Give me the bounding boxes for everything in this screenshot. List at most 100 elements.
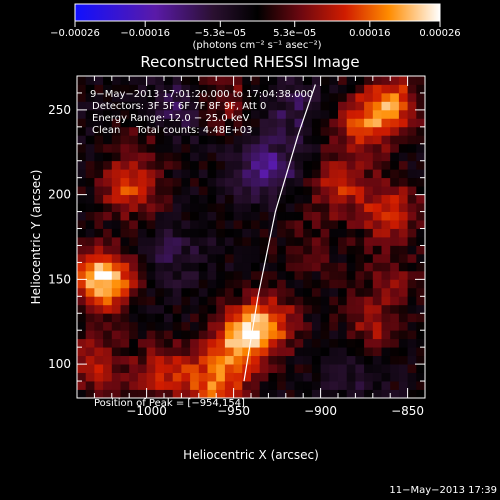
heatmap-cell	[416, 101, 425, 111]
heatmap-cell	[111, 262, 121, 272]
heatmap-cell	[198, 279, 208, 289]
heatmap-cell	[77, 287, 87, 297]
heatmap-cell	[381, 245, 391, 255]
heatmap-cell	[372, 76, 382, 85]
heatmap-cell	[129, 84, 139, 94]
heatmap-cell	[77, 270, 87, 280]
heatmap-cell	[129, 177, 139, 187]
heatmap-cell	[164, 372, 174, 382]
heatmap-cell	[381, 330, 391, 340]
heatmap-cell	[233, 228, 243, 238]
heatmap-cell	[285, 237, 295, 246]
heatmap-cell	[155, 372, 165, 382]
heatmap-cell	[381, 287, 391, 297]
heatmap-cell	[407, 186, 417, 196]
heatmap-cell	[164, 92, 174, 102]
heatmap-cell	[303, 143, 313, 153]
heatmap-cell	[111, 220, 121, 229]
heatmap-cell	[268, 338, 278, 348]
heatmap-cell	[372, 118, 382, 128]
heatmap-cell	[259, 109, 269, 119]
heatmap-cell	[129, 287, 139, 297]
heatmap-cell	[390, 186, 400, 196]
heatmap-cell	[355, 237, 365, 246]
heatmap-cell	[416, 177, 425, 187]
heatmap-cell	[233, 186, 243, 196]
heatmap-cell	[390, 279, 400, 289]
heatmap-cell	[146, 381, 156, 390]
heatmap-cell	[172, 381, 182, 390]
heatmap-cell	[224, 347, 234, 357]
heatmap-cell	[172, 279, 182, 289]
heatmap-cell	[172, 296, 182, 306]
heatmap-cell	[285, 228, 295, 238]
heatmap-cell	[259, 237, 269, 246]
heatmap-cell	[390, 304, 400, 314]
heatmap-cell	[259, 228, 269, 238]
heatmap-cell	[103, 211, 113, 221]
heatmap-cell	[172, 186, 182, 196]
heatmap-cell	[155, 76, 165, 85]
heatmap-cell	[407, 389, 417, 398]
heatmap-cell	[268, 262, 278, 272]
heatmap-cell	[172, 372, 182, 382]
heatmap-cell	[94, 381, 104, 390]
heatmap-cell	[381, 228, 391, 238]
heatmap-cell	[372, 101, 382, 111]
colorbar: −0.00026 −0.00016 −5.3e−05 5.3e−05 0.00016 0.…	[50, 3, 461, 51]
heatmap-cell	[294, 177, 304, 187]
heatmap-cell	[277, 338, 287, 348]
heatmap-cell	[311, 143, 321, 153]
heatmap-cell	[233, 84, 243, 94]
heatmap-cell	[277, 228, 287, 238]
heatmap-cell	[390, 245, 400, 255]
heatmap-cell	[181, 118, 191, 128]
heatmap-cell	[259, 101, 269, 111]
heatmap-cell	[398, 84, 408, 94]
heatmap-cell	[311, 228, 321, 238]
heatmap-cell	[398, 143, 408, 153]
heatmap-cell	[190, 203, 200, 212]
heatmap-cell	[398, 152, 408, 162]
heatmap-cell	[329, 84, 339, 94]
heatmap-cell	[111, 245, 121, 255]
heatmap-cell	[242, 253, 252, 263]
heatmap-cell	[372, 338, 382, 348]
heatmap-cell	[164, 270, 174, 280]
heatmap-cell	[172, 101, 182, 111]
heatmap-cell	[129, 126, 139, 136]
heatmap-cell	[294, 152, 304, 162]
heatmap-cell	[120, 152, 130, 162]
heatmap-cell	[268, 313, 278, 323]
heatmap-cell	[207, 381, 217, 390]
heatmap-cell	[364, 355, 374, 365]
heatmap-cell	[146, 245, 156, 255]
heatmap-cell	[277, 330, 287, 340]
heatmap-cell	[77, 313, 87, 323]
heatmap-cell	[285, 109, 295, 119]
heatmap-cell	[164, 304, 174, 314]
heatmap-cell	[181, 338, 191, 348]
heatmap-cell	[146, 237, 156, 246]
heatmap-cell	[181, 296, 191, 306]
heatmap-cell	[77, 296, 87, 306]
heatmap-cell	[364, 118, 374, 128]
heatmap-cell	[111, 76, 121, 85]
heatmap-cell	[398, 186, 408, 196]
heatmap-cell	[285, 355, 295, 365]
heatmap-cell	[407, 321, 417, 331]
heatmap-cell	[120, 228, 130, 238]
heatmap-cell	[155, 186, 165, 196]
heatmap-cell	[320, 76, 330, 85]
heatmap-cell	[207, 355, 217, 365]
heatmap-cell	[129, 262, 139, 272]
heatmap-cell	[329, 169, 339, 179]
heatmap-cell	[294, 84, 304, 94]
heatmap-cell	[277, 270, 287, 280]
heatmap-cell	[390, 109, 400, 119]
heatmap-cell	[190, 355, 200, 365]
heatmap-cell	[407, 92, 417, 102]
heatmap-cell	[277, 118, 287, 128]
heatmap-cell	[164, 321, 174, 331]
heatmap-cell	[190, 186, 200, 196]
